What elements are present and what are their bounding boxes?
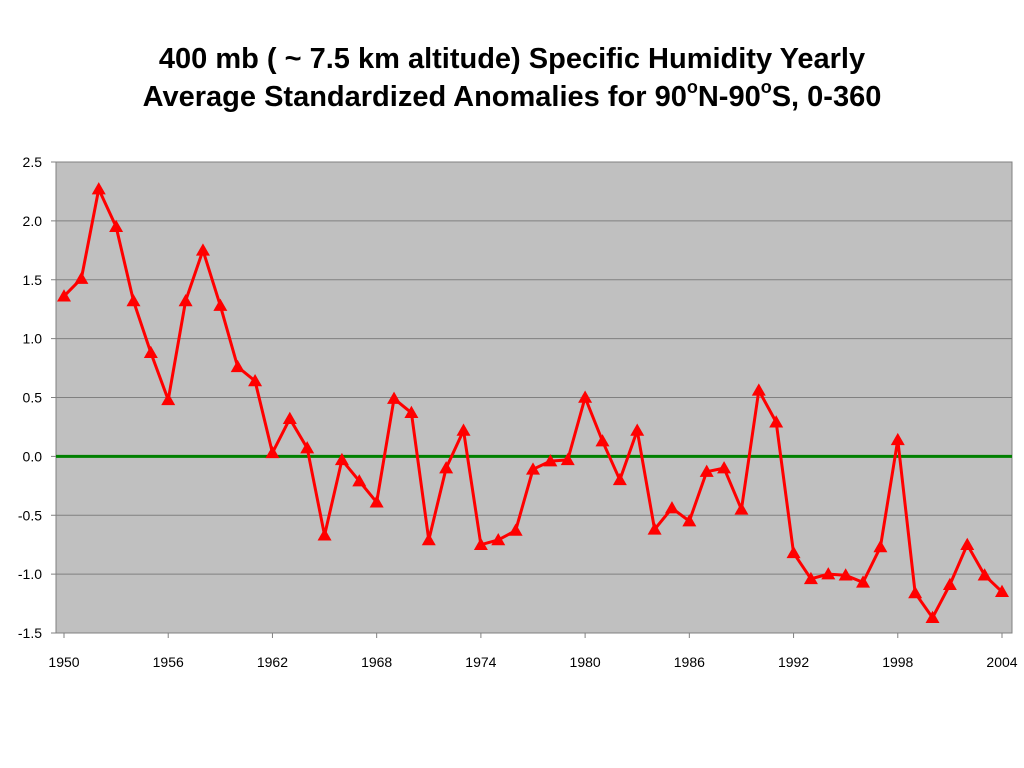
data-point-marker [630, 423, 645, 436]
y-tick-label: -1.0 [18, 566, 42, 582]
x-tick-label: 1998 [882, 654, 913, 670]
x-tick-label: 1950 [48, 654, 79, 670]
y-axis: 2.5 2.0 1.5 1.0 0.5 0.0 -0.5 -1.0 -1.5 [18, 154, 56, 641]
chart-title-line1: 400 mb ( ~ 7.5 km altitude) Specific Hum… [158, 43, 866, 75]
y-tick-label: 1.5 [23, 272, 43, 288]
data-point-marker [508, 523, 523, 536]
data-point-marker [126, 293, 141, 307]
data-point-marker [786, 545, 801, 559]
x-tick-label: 2004 [986, 654, 1017, 670]
data-point-marker [925, 610, 940, 623]
y-tick-label: -0.5 [18, 507, 42, 523]
title-part-1: Average Standardized Anomalies for 90 [142, 81, 687, 113]
data-point-marker [612, 472, 627, 486]
y-tick-label: 0.5 [23, 390, 43, 406]
data-point-marker [74, 271, 89, 284]
data-point-marker [109, 219, 124, 233]
data-point-marker [890, 432, 905, 446]
y-tick-label: 0.0 [23, 448, 43, 464]
title-degree-1: o [686, 77, 698, 98]
data-point-marker [647, 522, 662, 535]
data-point-marker [734, 502, 749, 515]
title-part-3: S, 0-360 [771, 81, 882, 113]
data-point-marker [751, 383, 766, 396]
data-point-marker [491, 532, 506, 546]
data-point-marker [178, 293, 193, 307]
data-point-marker [664, 501, 679, 514]
chart-title-line2: Average Standardized Anomalies for 90oN-… [0, 78, 1024, 116]
data-point-marker [421, 532, 436, 546]
data-point-marker [404, 405, 419, 419]
data-point-marker [960, 537, 975, 550]
data-point-marker [995, 584, 1009, 598]
data-point-marker [873, 540, 888, 553]
x-tick-label: 1968 [361, 654, 392, 670]
data-point-marker [334, 452, 349, 466]
data-point-marker [908, 585, 923, 599]
data-point-marker [213, 298, 228, 311]
chart-title: 400 mb ( ~ 7.5 km altitude) Specific Hum… [0, 40, 1024, 116]
data-point-marker [248, 374, 263, 387]
data-point-marker [352, 474, 367, 487]
y-tick-label: 2.0 [23, 213, 43, 229]
data-point-marker [456, 423, 471, 436]
data-point-marker [195, 243, 210, 256]
x-tick-label: 1956 [153, 654, 184, 670]
data-point-marker [803, 571, 818, 585]
x-tick-label: 1962 [257, 654, 288, 670]
x-tick-label: 1992 [778, 654, 809, 670]
y-tick-label: 1.0 [23, 331, 43, 347]
data-point-marker [439, 461, 454, 474]
data-point-marker [265, 445, 280, 459]
data-point-marker [473, 537, 488, 550]
data-point-marker [161, 392, 176, 406]
data-point-marker [526, 462, 540, 475]
title-degree-2: o [760, 77, 772, 98]
data-point-marker [717, 461, 732, 474]
x-axis: 1950 1956 1962 1968 1974 1980 1986 1992 1998 2004 [48, 633, 1018, 670]
data-point-marker [856, 575, 871, 588]
x-tick-label: 1980 [570, 654, 601, 670]
data-point-marker [838, 568, 853, 581]
data-point-marker [699, 464, 714, 477]
title-part-2: N-90 [697, 81, 761, 113]
data-point-marker [682, 514, 697, 527]
data-point-marker [769, 415, 784, 428]
data-point-marker [282, 411, 297, 424]
data-point-marker [143, 345, 158, 359]
data-point-marker [543, 454, 558, 467]
data-point-marker [230, 359, 245, 373]
data-point-marker [821, 567, 836, 580]
data-point-marker [942, 577, 957, 590]
data-point-marker [57, 289, 71, 302]
data-point-marker [977, 568, 992, 581]
x-tick-label: 1974 [465, 654, 496, 670]
data-point-marker [560, 452, 575, 466]
series-markers [57, 182, 1009, 623]
data-point-marker [578, 390, 593, 403]
data-point-marker [595, 434, 610, 447]
data-point-marker [387, 391, 402, 404]
data-point-marker [317, 528, 332, 541]
data-point-marker [369, 495, 384, 508]
x-tick-label: 1986 [674, 654, 705, 670]
data-point-marker [300, 441, 315, 454]
y-tick-label: 2.5 [23, 154, 43, 170]
data-point-marker [91, 182, 106, 195]
y-tick-label: -1.5 [18, 625, 42, 641]
